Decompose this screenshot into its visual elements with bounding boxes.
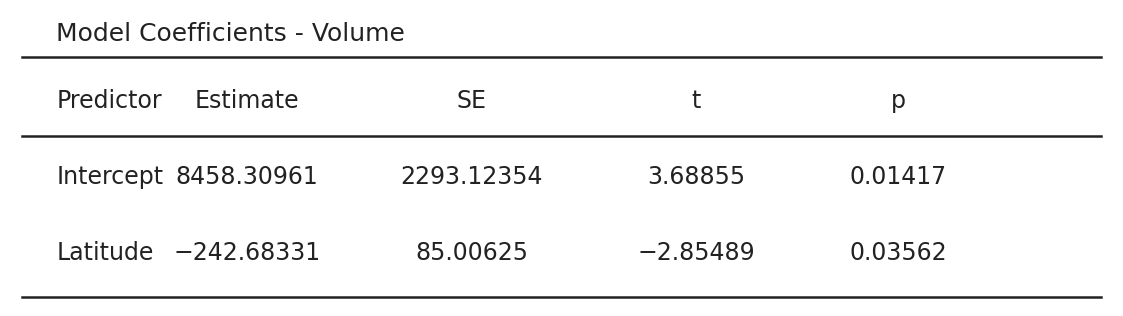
Text: p: p [891, 89, 906, 113]
Text: −2.85489: −2.85489 [638, 241, 755, 265]
Text: −242.68331: −242.68331 [173, 241, 321, 265]
Text: 3.68855: 3.68855 [647, 165, 746, 189]
Text: 0.03562: 0.03562 [850, 241, 947, 265]
Text: 8458.30961: 8458.30961 [175, 165, 319, 189]
Text: Intercept: Intercept [56, 165, 163, 189]
Text: 85.00625: 85.00625 [416, 241, 528, 265]
Text: Predictor: Predictor [56, 89, 162, 113]
Text: 2293.12354: 2293.12354 [401, 165, 542, 189]
Text: Latitude: Latitude [56, 241, 154, 265]
Text: 0.01417: 0.01417 [850, 165, 947, 189]
Text: t: t [692, 89, 701, 113]
Text: Estimate: Estimate [194, 89, 300, 113]
Text: Model Coefficients - Volume: Model Coefficients - Volume [56, 22, 405, 46]
Text: SE: SE [457, 89, 486, 113]
